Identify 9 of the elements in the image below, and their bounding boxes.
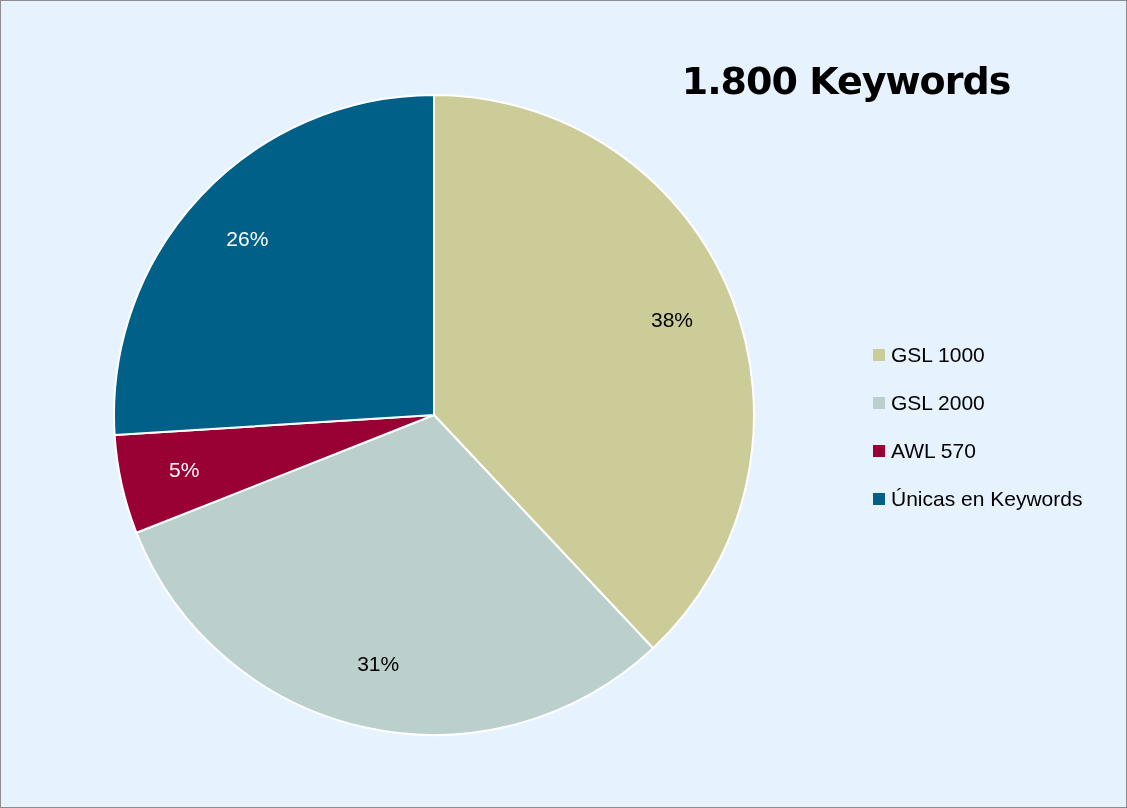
data-label: 5%	[168, 457, 200, 481]
legend-label: Únicas en Keywords	[891, 487, 1083, 511]
legend-label: GSL 2000	[891, 391, 985, 415]
data-label: 26%	[226, 226, 269, 250]
data-label: 38%	[651, 307, 694, 331]
chart-title: 1.800 Keywords	[680, 59, 1012, 103]
data-label: 31%	[357, 651, 400, 675]
legend-label: GSL 1000	[891, 343, 985, 367]
legend-label: AWL 570	[891, 439, 976, 463]
